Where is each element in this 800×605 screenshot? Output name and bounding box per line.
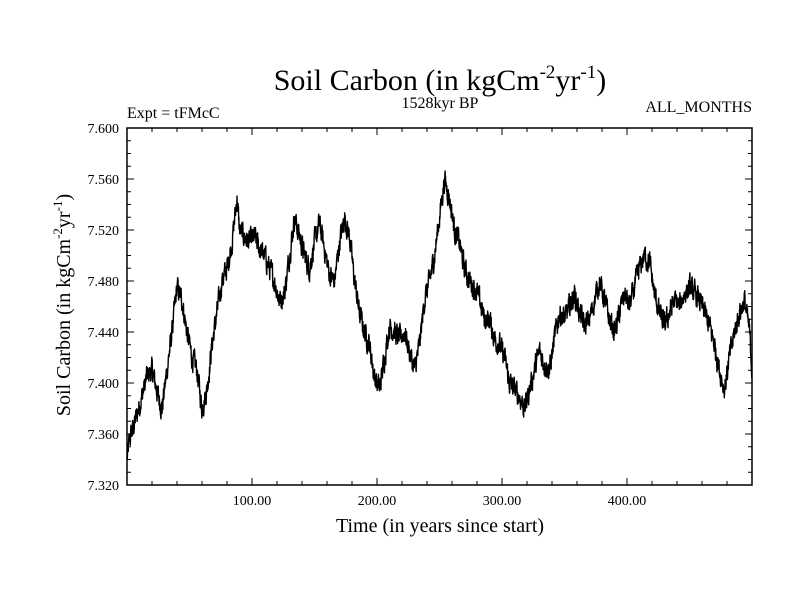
y-axis-label: Soil Carbon (in kgCm-2yr-1) [50,194,75,416]
x-tick-label: 300.00 [483,494,522,509]
ylabel-end: ) [53,194,75,201]
y-tick-label: 7.600 [88,122,120,137]
title-sup1: -2 [540,62,556,83]
y-tick-label: 7.480 [88,275,120,290]
x-tick-label: 100.00 [233,494,272,509]
subtitle-left: Expt = tFMcC [127,105,220,122]
x-tick-label: 200.00 [358,494,397,509]
series-line [126,170,753,461]
y-tick-label: 7.360 [88,428,120,443]
ylabel-main: Soil Carbon (in kgCm [53,238,75,416]
title-main: Soil Carbon (in kgCm [274,64,540,97]
x-tick-label: 400.00 [608,494,647,509]
title-end: ) [596,64,606,97]
series-group [126,170,753,461]
y-tick-label: 7.560 [88,173,120,188]
y-ticks: 7.320 7.360 7.400 7.440 7.480 7.520 7.560 7.600 [88,122,752,494]
ylabel-mid: yr [53,211,75,228]
y-tick-label: 7.440 [88,326,120,341]
y-tick-label: 7.520 [88,224,120,239]
title-sup2: -1 [580,62,596,83]
title-mid: yr [555,64,580,97]
x-axis-label: Time (in years since start) [336,515,544,537]
y-tick-label: 7.400 [88,377,120,392]
x-ticks: 100.00 200.00 300.00 400.00 [151,128,728,509]
ylabel-sup1: -2 [50,228,65,239]
ylabel-sup2: -1 [50,201,65,212]
chart-title: Soil Carbon (in kgCm-2yr-1) [274,62,607,97]
subtitle-center: 1528kyr BP [402,95,479,112]
subtitle-right: ALL_MONTHS [645,99,752,116]
y-tick-label: 7.320 [88,479,120,494]
